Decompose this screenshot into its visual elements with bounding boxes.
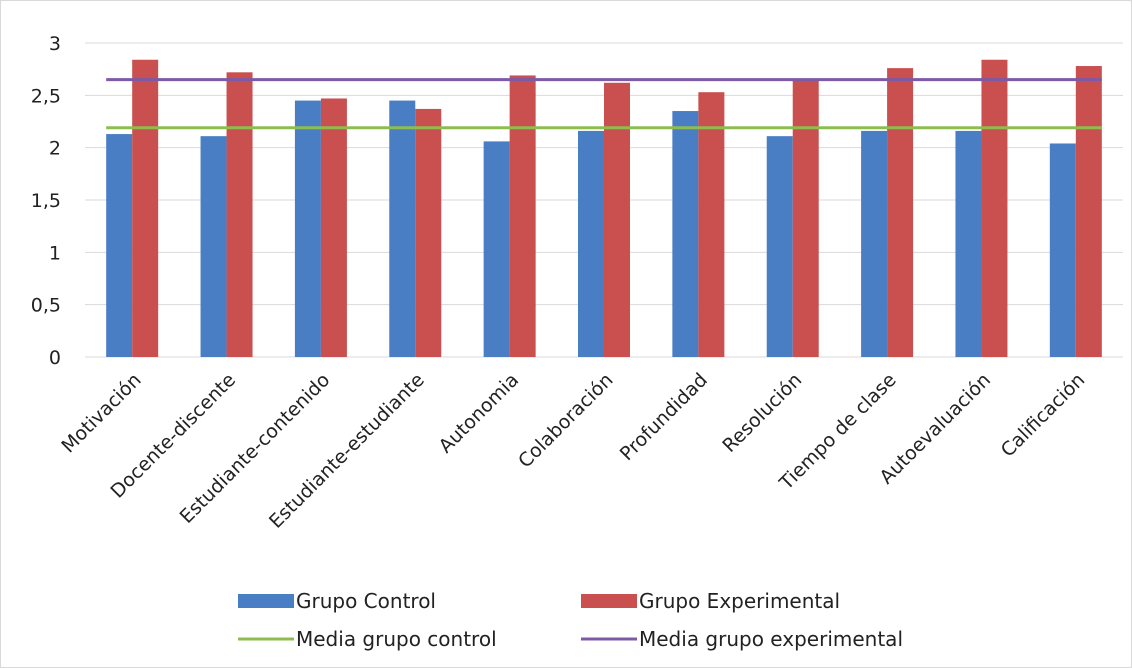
- legend-label: Media grupo control: [296, 627, 497, 651]
- y-tick-label: 0: [49, 347, 61, 369]
- x-tick-label: Motivación: [57, 369, 145, 457]
- y-tick-label: 2,5: [31, 85, 61, 107]
- bar-grupo-control[interactable]: [106, 134, 133, 357]
- bar-grupo-control[interactable]: [578, 130, 604, 357]
- bar-grupo-experimental[interactable]: [981, 59, 1008, 357]
- bar-grupo-experimental[interactable]: [415, 108, 442, 357]
- legend-swatch: [238, 594, 294, 608]
- bar-grupo-experimental[interactable]: [887, 68, 914, 358]
- bar-grupo-experimental[interactable]: [604, 82, 630, 358]
- bar-grupo-control[interactable]: [200, 136, 227, 357]
- bar-grupo-control[interactable]: [1049, 143, 1076, 357]
- legend-label: Grupo Experimental: [639, 589, 840, 613]
- y-tick-label: 1,5: [31, 190, 61, 212]
- y-tick-label: 2: [49, 138, 61, 160]
- bar-grupo-control[interactable]: [861, 130, 888, 357]
- x-tick-label: Colaboración: [514, 369, 617, 472]
- bar-grupo-control[interactable]: [672, 111, 699, 358]
- bar-grupo-control[interactable]: [483, 141, 510, 357]
- legend-label: Grupo Control: [296, 589, 436, 613]
- bar-grupo-control[interactable]: [955, 130, 982, 357]
- x-tick-label: Calificación: [997, 369, 1090, 462]
- bar-grupo-control[interactable]: [389, 100, 416, 358]
- bar-grupo-control[interactable]: [294, 100, 321, 358]
- bar-grupo-experimental[interactable]: [132, 59, 159, 357]
- x-tick-label: Autonomia: [435, 369, 524, 458]
- bar-grupo-experimental[interactable]: [226, 72, 253, 357]
- legend-swatch: [581, 594, 637, 608]
- x-tick-label: Estudiante-estudiante: [265, 369, 429, 533]
- bar-grupo-experimental[interactable]: [1075, 66, 1102, 357]
- bar-grupo-experimental[interactable]: [320, 98, 347, 358]
- bar-grupo-experimental[interactable]: [509, 75, 536, 358]
- legend-label: Media grupo experimental: [639, 627, 903, 651]
- x-tick-label: Resolución: [718, 369, 806, 457]
- bar-grupo-control[interactable]: [766, 136, 793, 357]
- y-tick-label: 0,5: [31, 295, 61, 317]
- bar-grupo-experimental[interactable]: [792, 78, 819, 357]
- x-tick-label: Profundidad: [616, 369, 712, 465]
- y-tick-label: 1: [49, 242, 61, 264]
- bar-grupo-experimental[interactable]: [698, 92, 725, 358]
- y-tick-label: 3: [49, 33, 61, 55]
